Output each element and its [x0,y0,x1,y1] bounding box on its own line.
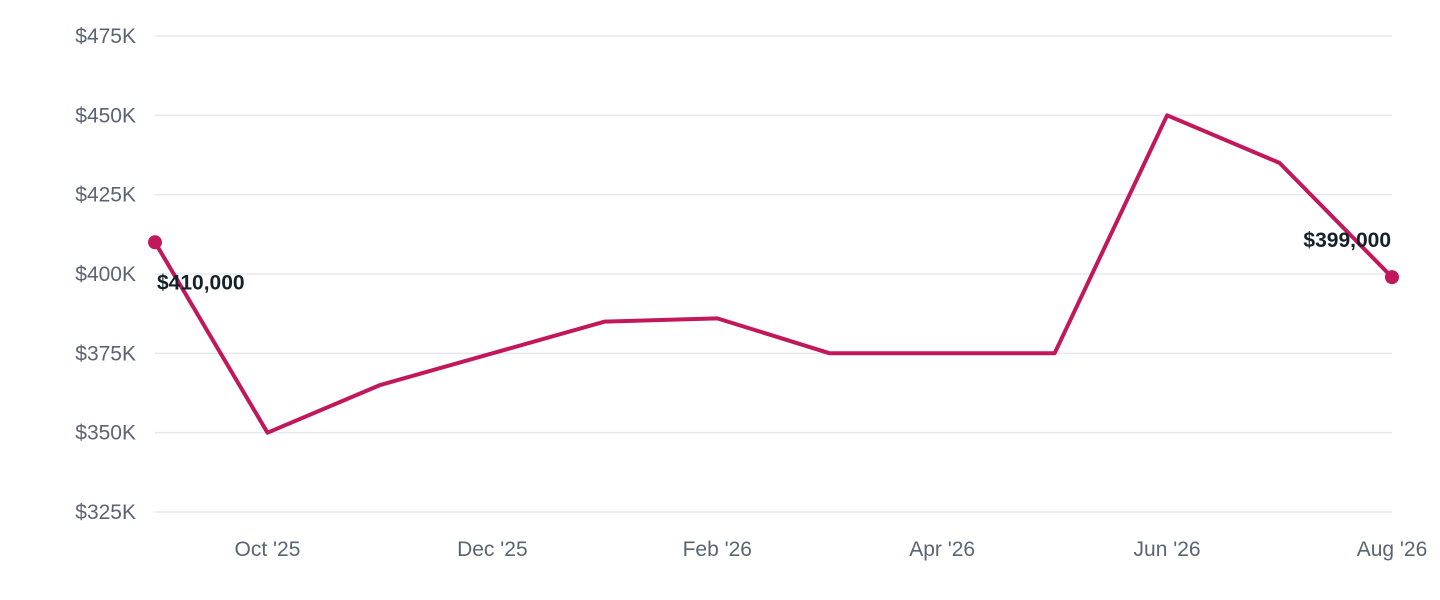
data-label: $399,000 [1303,229,1391,252]
x-tick-label: Aug '26 [1357,538,1428,561]
y-tick-label: $425K [75,184,136,207]
data-label-layer: $410,000 $399,000 [157,229,1391,294]
y-axis: $325K $350K $375K $400K $425K $450K $475K [75,25,136,524]
x-tick-label: Dec '25 [457,538,528,561]
y-tick-label: $475K [75,25,136,48]
x-axis: Oct '25 Dec '25 Feb '26 Apr '26 Jun '26 Aug '… [235,538,1428,561]
data-label: $410,000 [157,271,245,294]
y-tick-label: $350K [75,422,136,445]
x-tick-label: Jun '26 [1134,538,1201,561]
series-line [153,113,1394,435]
data-point-marker [148,235,162,250]
grid-layer [155,35,1392,513]
y-tick-label: $450K [75,104,136,127]
x-tick-label: Oct '25 [235,538,301,561]
data-point-marker [1385,270,1399,285]
y-tick-label: $375K [75,342,136,365]
x-tick-label: Apr '26 [909,538,975,561]
y-tick-label: $325K [75,501,136,524]
x-tick-label: Feb '26 [683,538,752,561]
series-layer [148,113,1399,435]
y-tick-label: $400K [75,263,136,286]
